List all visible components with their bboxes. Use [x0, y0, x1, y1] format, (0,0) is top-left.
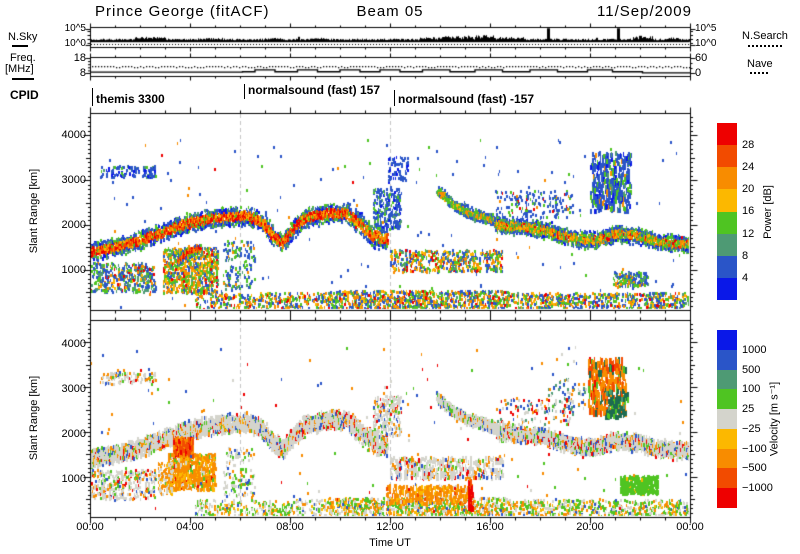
nsearch-label: N.Search [742, 30, 788, 42]
velocity-ytick-4000: 4000 [61, 338, 86, 350]
power-cb-tick: 12 [742, 228, 755, 240]
freq-ytick-bottom: 8 [79, 67, 86, 79]
date-label: 11/Sep/2009 [597, 3, 692, 20]
cpid-divider [394, 90, 395, 106]
cpid-entry-2: normalsound (fast) 157 [248, 83, 381, 97]
power-ytick-3000: 3000 [61, 174, 86, 186]
power-colorbar [717, 123, 737, 300]
velocity-colorbar [717, 330, 737, 509]
nave-ytick-bottom: 0 [695, 67, 702, 79]
cpid-divider [92, 88, 93, 106]
velocity-cb-tick: 100 [742, 383, 761, 395]
page-title: Prince George (fitACF) [95, 3, 270, 20]
velocity-cb-title: Velocity [m s⁻¹] [768, 381, 781, 457]
velocity-cb-tick: 25 [742, 403, 755, 415]
freq-solid-legend [12, 78, 34, 80]
power-cb-tick: 28 [742, 139, 755, 151]
noise-ytick-top: 10^5 [64, 23, 86, 34]
power-ytick-4000: 4000 [61, 129, 86, 141]
velocity-cb-tick: 500 [742, 364, 761, 376]
power-ytick-1000: 1000 [61, 264, 86, 276]
nave-dotted-legend [750, 72, 768, 74]
velocity-ytick-2000: 2000 [61, 428, 86, 440]
power-cb-tick: 16 [742, 205, 755, 217]
freq-label-line1: Freq. [10, 52, 36, 64]
freq-ytick-top: 18 [73, 52, 86, 64]
power-cb-tick: 24 [742, 161, 755, 173]
xtick-0000: 00:00 [76, 521, 104, 533]
nave-label: Nave [747, 58, 773, 70]
velocity-cb-tick: −1000 [742, 482, 773, 494]
nsky-solid-legend [12, 45, 28, 47]
nsky-label: N.Sky [8, 31, 38, 43]
x-axis-title: Time UT [369, 537, 411, 549]
power-cb-tick: 20 [742, 183, 755, 195]
power-ytick-2000: 2000 [61, 219, 86, 231]
xtick-0400: 04:00 [176, 521, 204, 533]
velocity-cb-tick: −25 [742, 423, 761, 435]
xtick-1600: 16:00 [476, 521, 504, 533]
cpid-entry-1: themis 3300 [96, 92, 165, 106]
cpid-entry-3: normalsound (fast) -157 [398, 92, 535, 106]
noise-ytick-top-right: 10^5 [695, 23, 717, 34]
velocity-ytick-1000: 1000 [61, 473, 86, 485]
velocity-y-axis-title: Slant Range [km] [28, 375, 40, 461]
velocity-ytick-3000: 3000 [61, 383, 86, 395]
power-cb-title: Power [dB] [762, 185, 774, 239]
noise-ytick-bottom: 10^0 [64, 38, 86, 49]
freq-label-line2: [MHz] [5, 63, 34, 75]
power-y-axis-title: Slant Range [km] [28, 168, 40, 254]
velocity-cb-tick: 1000 [742, 344, 767, 356]
xtick-2400: 00:00 [676, 521, 704, 533]
velocity-cb-tick: −100 [742, 443, 767, 455]
nsearch-dotted-legend [748, 45, 782, 47]
nave-ytick-top: 60 [695, 52, 708, 64]
velocity-cb-tick: −500 [742, 462, 767, 474]
power-cb-tick: 4 [742, 272, 749, 284]
xtick-1200: 12:00 [376, 521, 404, 533]
xtick-0800: 08:00 [276, 521, 304, 533]
noise-ytick-bottom-right: 10^0 [695, 38, 717, 49]
xtick-2000: 20:00 [576, 521, 604, 533]
cpid-label: CPID [10, 88, 39, 102]
beam-label: Beam 05 [356, 3, 424, 20]
power-cb-tick: 8 [742, 250, 749, 262]
cpid-divider [244, 84, 245, 99]
